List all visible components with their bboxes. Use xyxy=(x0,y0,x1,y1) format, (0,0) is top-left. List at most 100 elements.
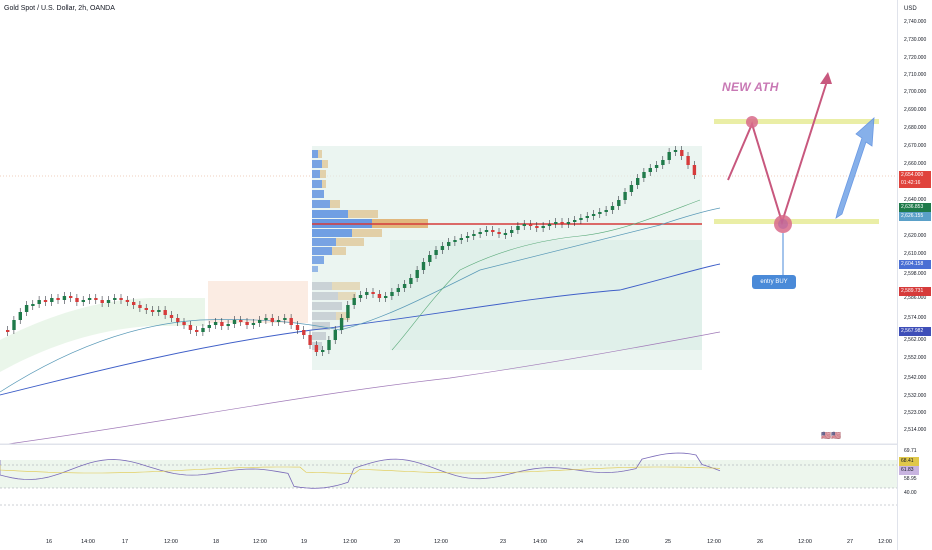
candle-body xyxy=(390,292,394,296)
candle-body xyxy=(132,302,136,305)
candle-body xyxy=(547,224,552,226)
candle-body xyxy=(264,318,268,320)
price-tag: 2,636.853 xyxy=(899,203,931,212)
rsi-panel[interactable] xyxy=(0,444,897,520)
price-tick-label: 2,610.000 xyxy=(904,251,927,257)
value-area xyxy=(390,240,702,350)
price-tag: 2,626.155 xyxy=(899,212,931,221)
candle-body xyxy=(339,318,344,330)
candle-body xyxy=(648,168,652,172)
price-tag: 2,589.731 xyxy=(899,287,931,296)
price-tick-label: 2,532.000 xyxy=(904,393,927,399)
candle-body xyxy=(18,312,22,320)
projection-arrowhead xyxy=(820,72,832,84)
time-tick-label: 26 xyxy=(756,539,764,545)
candle-body xyxy=(6,330,10,332)
time-tick-label: 17 xyxy=(121,539,129,545)
candlestick-series xyxy=(6,146,697,356)
candle-body xyxy=(138,305,142,308)
tenkan-line xyxy=(391,199,701,351)
price-axis[interactable]: USD 2,740.000 2,730.000 2,720.000 2,710.000… xyxy=(897,0,932,550)
candle-body xyxy=(591,214,596,216)
rsi-tick-label: 69.71 xyxy=(904,448,917,454)
candle-body xyxy=(113,298,117,300)
candle-body xyxy=(295,325,300,330)
price-chart-canvas[interactable] xyxy=(0,0,897,534)
price-tick-label: 2,586.000 xyxy=(904,295,927,301)
candle-body xyxy=(201,328,205,332)
candle-body xyxy=(125,300,130,302)
price-tick-label: 2,640.000 xyxy=(904,197,927,203)
candle-body xyxy=(163,310,167,315)
price-tick-label: 2,514.000 xyxy=(904,427,927,433)
candle-body xyxy=(402,284,407,288)
candle-body xyxy=(169,315,174,318)
ath-zone[interactable] xyxy=(714,119,879,124)
buy-zone[interactable] xyxy=(714,219,879,224)
volume-profile-histogram xyxy=(312,150,428,350)
rsi-tick-label: 40.00 xyxy=(904,490,917,496)
candle-body xyxy=(377,294,382,298)
candle-body xyxy=(314,345,319,352)
candle-body xyxy=(510,230,514,233)
price-tick-label: 2,660.000 xyxy=(904,161,927,167)
candle-body xyxy=(472,234,476,236)
ichimoku-cloud-left xyxy=(0,298,205,372)
time-tick-label: 12:00 xyxy=(798,539,812,545)
candle-body xyxy=(554,222,558,224)
candle-body xyxy=(106,300,111,303)
candle-body xyxy=(434,250,438,255)
price-tag: 01:42:16 xyxy=(899,179,931,188)
candle-body xyxy=(453,240,457,242)
blue-up-arrow xyxy=(835,117,875,219)
candle-body xyxy=(516,226,520,230)
candle-body xyxy=(573,220,577,222)
candle-body xyxy=(371,292,375,294)
candle-body xyxy=(308,335,312,345)
candle-body xyxy=(384,296,388,298)
candle-body xyxy=(213,322,218,325)
candle-body xyxy=(629,185,634,192)
candle-body xyxy=(560,222,564,224)
candle-body xyxy=(31,304,35,306)
candle-body xyxy=(610,206,615,210)
candle-body xyxy=(232,320,237,324)
time-tick-label: 12:00 xyxy=(164,539,178,545)
rsi-tick-label: 58.95 xyxy=(904,476,917,482)
price-tick-label: 2,562.000 xyxy=(904,337,927,343)
candle-body xyxy=(642,172,646,178)
price-tick-label: 2,620.000 xyxy=(904,233,927,239)
candle-body xyxy=(604,210,608,212)
time-tick-label: 12:00 xyxy=(434,539,448,545)
time-tick-label: 20 xyxy=(393,539,401,545)
candle-body xyxy=(484,230,489,232)
candle-body xyxy=(220,322,224,326)
projection-path xyxy=(727,77,829,226)
price-tick-label: 2,740.000 xyxy=(904,19,927,25)
symbol-title[interactable]: Gold Spot / U.S. Dollar, 2h, OANDA xyxy=(4,5,115,12)
candle-body xyxy=(176,318,180,322)
candle-body xyxy=(667,152,671,160)
candle-body xyxy=(692,165,697,175)
rsi-chart xyxy=(0,452,897,506)
candle-body xyxy=(617,200,621,206)
entry-buy-label[interactable]: entry BUY xyxy=(752,275,796,289)
candle-body xyxy=(94,298,98,300)
candle-body xyxy=(585,216,589,218)
event-flags-icon[interactable]: 🇺🇸🇺🇸 xyxy=(821,431,841,440)
candle-body xyxy=(421,262,426,270)
time-tick-label: 12:00 xyxy=(343,539,357,545)
candle-body xyxy=(251,323,256,325)
candle-body xyxy=(327,340,331,350)
time-tick-label: 12:00 xyxy=(615,539,629,545)
candle-body xyxy=(100,300,104,303)
candle-body xyxy=(415,270,419,278)
candle-body xyxy=(289,318,293,325)
price-tick-label: 2,552.000 xyxy=(904,355,927,361)
price-tick-label: 2,542.000 xyxy=(904,375,927,381)
price-tick-label: 2,700.000 xyxy=(904,89,927,95)
time-axis[interactable]: 16 14:00 17 12:00 18 12:00 19 12:00 20 12:00 23 14:… xyxy=(0,534,897,550)
candle-body xyxy=(270,318,274,322)
time-tick-label: 12:00 xyxy=(707,539,721,545)
time-tick-label: 27 xyxy=(846,539,854,545)
